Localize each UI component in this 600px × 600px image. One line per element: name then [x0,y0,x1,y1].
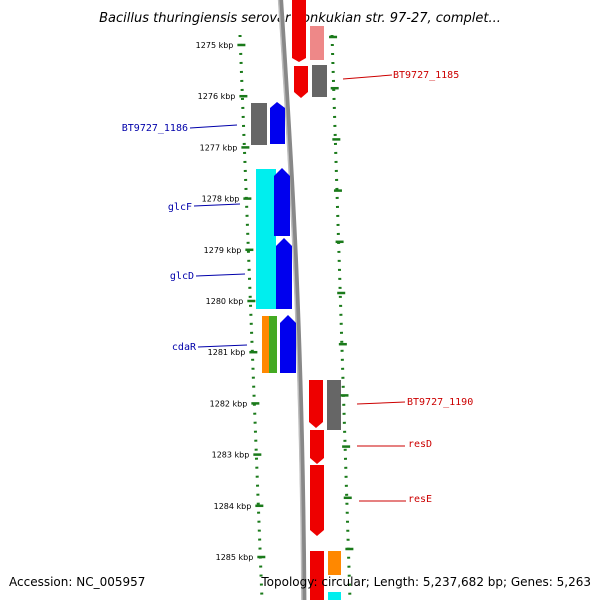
dna-backbone [278,0,307,600]
gene-label-bt9727-1185[interactable]: BT9727_1185 [393,70,459,81]
tick-label: 1279 kbp [204,246,242,255]
gene-orange-bottom[interactable] [328,551,341,575]
gene-label-resd[interactable]: resD [408,439,432,450]
accession-text: Accession: NC_005957 [9,575,145,589]
gene-cdar-orange[interactable] [262,316,269,373]
gene-bt9727-1186[interactable] [251,103,267,145]
gene-cds-reverse-bottom[interactable] [310,551,324,600]
leader-bt9727-1186 [189,124,238,129]
dna-backbone-highlight [277,0,303,600]
gene-cdar-green[interactable] [269,316,277,373]
kbp-ticks: 1275 kbp 1276 kbp 1277 kbp 1278 kbp 1279 kbp… [196,35,354,562]
gene-cds-reverse-1190[interactable] [309,380,323,428]
gene-bt9727-1185[interactable] [312,65,327,97]
tick-label: 1280 kbp [206,297,244,306]
gene-cds-reverse-top[interactable] [292,0,306,62]
tick-label: 1277 kbp [200,143,238,152]
gene-label-glcd[interactable]: glcD [170,271,194,282]
gene-cds-cdar[interactable] [280,315,296,373]
tick-label: 1283 kbp [212,451,250,460]
tick-label: 1276 kbp [198,92,236,101]
gene-cyan-bottom[interactable] [328,592,341,600]
leader-cdar [197,344,248,348]
tick-label: 1281 kbp [208,348,246,357]
tick-label: 1284 kbp [214,502,252,511]
gene-label-glcf[interactable]: glcF [168,202,192,213]
gene-label-rese[interactable]: resE [408,494,432,505]
gene-label-cdar[interactable]: cdaR [172,342,197,353]
gene-reverse-light-top[interactable] [310,26,324,60]
tick-label: 1285 kbp [216,553,254,562]
leader-bt9727-1185 [342,74,393,80]
gene-glcf-glcd[interactable] [256,169,276,309]
tick-label: 1275 kbp [196,41,234,50]
topology-text: Topology: circular; Length: 5,237,682 bp… [260,575,591,589]
leader-bt9727-1190 [356,401,406,405]
gene-bt9727-1190[interactable] [327,380,341,430]
gene-label-bt9727-1190[interactable]: BT9727_1190 [407,397,473,408]
gene-cds-glcf[interactable] [274,168,290,236]
gene-cds-resd[interactable] [310,430,324,464]
gene-cds-forward-1186[interactable] [270,102,285,144]
leader-glcf [193,203,241,207]
leader-glcd [195,273,246,277]
reverse-frame-tick-line [330,34,352,600]
gene-cds-glcd[interactable] [276,238,292,309]
tick-label: 1282 kbp [210,399,248,408]
gene-cds-rese[interactable] [310,465,324,536]
gene-label-bt9727-1186[interactable]: BT9727_1186 [122,123,188,134]
gene-cds-reverse-1185[interactable] [294,66,308,98]
tick-label: 1278 kbp [202,195,240,204]
